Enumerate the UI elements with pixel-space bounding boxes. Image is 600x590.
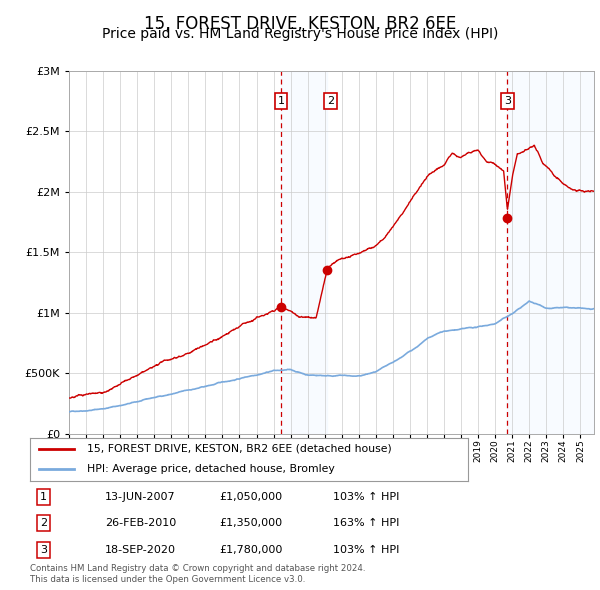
Text: £1,050,000: £1,050,000 <box>219 492 282 502</box>
Text: 26-FEB-2010: 26-FEB-2010 <box>105 519 176 528</box>
Text: 2: 2 <box>40 519 47 528</box>
Text: This data is licensed under the Open Government Licence v3.0.: This data is licensed under the Open Gov… <box>30 575 305 584</box>
Text: Contains HM Land Registry data © Crown copyright and database right 2024.: Contains HM Land Registry data © Crown c… <box>30 565 365 573</box>
Text: 163% ↑ HPI: 163% ↑ HPI <box>333 519 400 528</box>
Text: HPI: Average price, detached house, Bromley: HPI: Average price, detached house, Brom… <box>87 464 335 474</box>
Text: Price paid vs. HM Land Registry's House Price Index (HPI): Price paid vs. HM Land Registry's House … <box>102 27 498 41</box>
Text: 1: 1 <box>278 96 285 106</box>
Text: 103% ↑ HPI: 103% ↑ HPI <box>333 545 400 555</box>
Text: 18-SEP-2020: 18-SEP-2020 <box>105 545 176 555</box>
Text: 15, FOREST DRIVE, KESTON, BR2 6EE: 15, FOREST DRIVE, KESTON, BR2 6EE <box>144 15 456 33</box>
Text: 2: 2 <box>327 96 334 106</box>
Text: 15, FOREST DRIVE, KESTON, BR2 6EE (detached house): 15, FOREST DRIVE, KESTON, BR2 6EE (detac… <box>87 444 392 454</box>
Text: 3: 3 <box>504 96 511 106</box>
Text: £1,350,000: £1,350,000 <box>219 519 282 528</box>
Text: £1,780,000: £1,780,000 <box>219 545 283 555</box>
Text: 1: 1 <box>40 492 47 502</box>
Text: 13-JUN-2007: 13-JUN-2007 <box>105 492 176 502</box>
Bar <box>281 71 327 434</box>
Bar <box>508 71 594 434</box>
Text: 103% ↑ HPI: 103% ↑ HPI <box>333 492 400 502</box>
Text: 3: 3 <box>40 545 47 555</box>
